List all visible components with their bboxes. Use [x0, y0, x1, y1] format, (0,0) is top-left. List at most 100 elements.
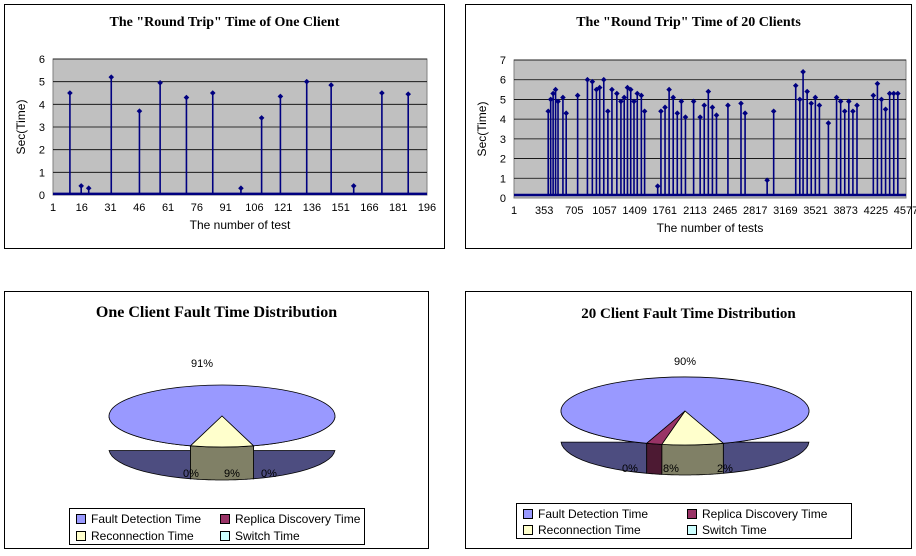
- legend-swatch: [687, 524, 697, 535]
- x-tick-label: 151: [332, 202, 350, 214]
- data-point: [589, 78, 596, 85]
- data-point: [742, 110, 748, 117]
- chart-title: One Client Fault Time Distribution: [95, 304, 338, 321]
- data-point: [78, 183, 84, 189]
- data-point: [701, 102, 708, 109]
- data-point: [547, 96, 554, 103]
- data-point: [870, 92, 877, 99]
- legend-item-fault-detection: Fault Detection Time: [523, 507, 648, 521]
- data-point: [584, 76, 591, 83]
- legend-item-switch: Switch Time: [687, 523, 767, 537]
- data-point: [614, 90, 620, 97]
- y-tick-label: 2: [500, 154, 506, 166]
- data-point: [624, 84, 631, 91]
- data-point: [638, 92, 645, 99]
- pie-slice-0: [108, 384, 336, 447]
- data-point: [833, 94, 840, 101]
- y-tick-label: 3: [39, 122, 45, 134]
- x-tick-label: 4577: [894, 205, 916, 217]
- data-point: [85, 185, 92, 191]
- x-tick-label: 76: [191, 202, 203, 214]
- pie-label-fault-detection: 91%: [191, 358, 214, 370]
- legend-swatch: [687, 508, 697, 519]
- data-point: [713, 112, 720, 118]
- x-tick-label: 2817: [743, 205, 767, 217]
- data-point: [258, 115, 265, 121]
- legend-swatch: [523, 508, 533, 519]
- chart-panel-one-client-pie: One Client Fault Time Distribution 91% 0…: [4, 291, 429, 549]
- data-point: [662, 104, 668, 111]
- data-point: [841, 108, 848, 115]
- data-point: [634, 90, 641, 97]
- data-point: [552, 86, 559, 93]
- x-tick-label: 106: [245, 202, 263, 214]
- legend-swatch: [523, 524, 533, 535]
- pie-side-1: [646, 442, 663, 475]
- legend-item-replica-discovery: Replica Discovery Time: [220, 512, 360, 526]
- data-point: [641, 108, 648, 115]
- x-tick-label: 1409: [622, 205, 646, 217]
- legend: Fault Detection Time Replica Discovery T…: [516, 503, 852, 539]
- data-point: [850, 108, 856, 115]
- legend-swatch: [220, 530, 230, 541]
- x-tick-label: 1: [50, 202, 56, 214]
- data-point: [804, 88, 810, 95]
- x-tick-label: 3169: [773, 205, 797, 217]
- y-tick-label: 0: [39, 190, 45, 202]
- x-axis-label: The number of tests: [657, 221, 764, 235]
- pie-slice-0: [560, 376, 810, 444]
- data-point: [658, 108, 664, 115]
- data-point: [808, 100, 815, 107]
- legend-item-reconnection: Reconnection Time: [523, 523, 641, 537]
- data-point: [670, 94, 677, 101]
- data-point: [800, 69, 806, 75]
- pie-chart-twenty-clients: [560, 376, 810, 476]
- data-point: [674, 110, 681, 117]
- pie-side-2: [190, 445, 254, 481]
- data-point: [350, 183, 357, 189]
- y-tick-label: 7: [500, 55, 506, 67]
- x-tick-label: 705: [565, 205, 583, 217]
- data-point: [593, 86, 600, 93]
- data-point: [725, 102, 731, 109]
- legend-item-reconnection: Reconnection Time: [76, 529, 194, 543]
- y-tick-label: 5: [500, 94, 506, 106]
- x-tick-label: 166: [360, 202, 378, 214]
- pie-label-switch: 0%: [622, 463, 638, 475]
- x-tick-label: 16: [76, 202, 88, 214]
- y-tick-label: 1: [39, 167, 45, 179]
- data-point: [792, 82, 799, 89]
- data-point: [682, 114, 689, 120]
- y-tick-label: 1: [500, 173, 506, 185]
- x-tick-label: 181: [389, 202, 407, 214]
- x-tick-label: 353: [535, 205, 553, 217]
- x-tick-label: 196: [418, 202, 436, 214]
- y-tick-label: 6: [39, 54, 45, 66]
- data-point: [277, 93, 284, 100]
- data-point: [209, 90, 216, 96]
- data-point: [550, 90, 556, 97]
- pie-label-replica-discovery: 2%: [717, 463, 733, 475]
- x-tick-label: 61: [162, 202, 174, 214]
- pie-label-fault-detection: 90%: [674, 356, 697, 368]
- y-tick-label: 5: [39, 77, 45, 89]
- pie-slice-1: [645, 410, 686, 445]
- data-point: [238, 185, 244, 191]
- x-tick-label: 1761: [653, 205, 677, 217]
- data-point: [890, 90, 897, 97]
- y-axis-label: Sec(Time): [14, 100, 28, 155]
- data-point: [303, 78, 310, 85]
- data-point: [797, 96, 803, 103]
- pie-chart-one-client: [108, 384, 336, 481]
- y-tick-label: 6: [500, 75, 506, 87]
- x-tick-label: 1: [511, 205, 517, 217]
- data-point: [770, 108, 777, 115]
- y-axis-label: Sec(Time): [475, 102, 489, 157]
- data-point: [136, 108, 143, 114]
- data-point: [627, 86, 634, 93]
- data-point: [108, 74, 115, 80]
- data-point: [878, 96, 885, 103]
- data-point: [738, 100, 744, 107]
- y-tick-label: 2: [39, 145, 45, 157]
